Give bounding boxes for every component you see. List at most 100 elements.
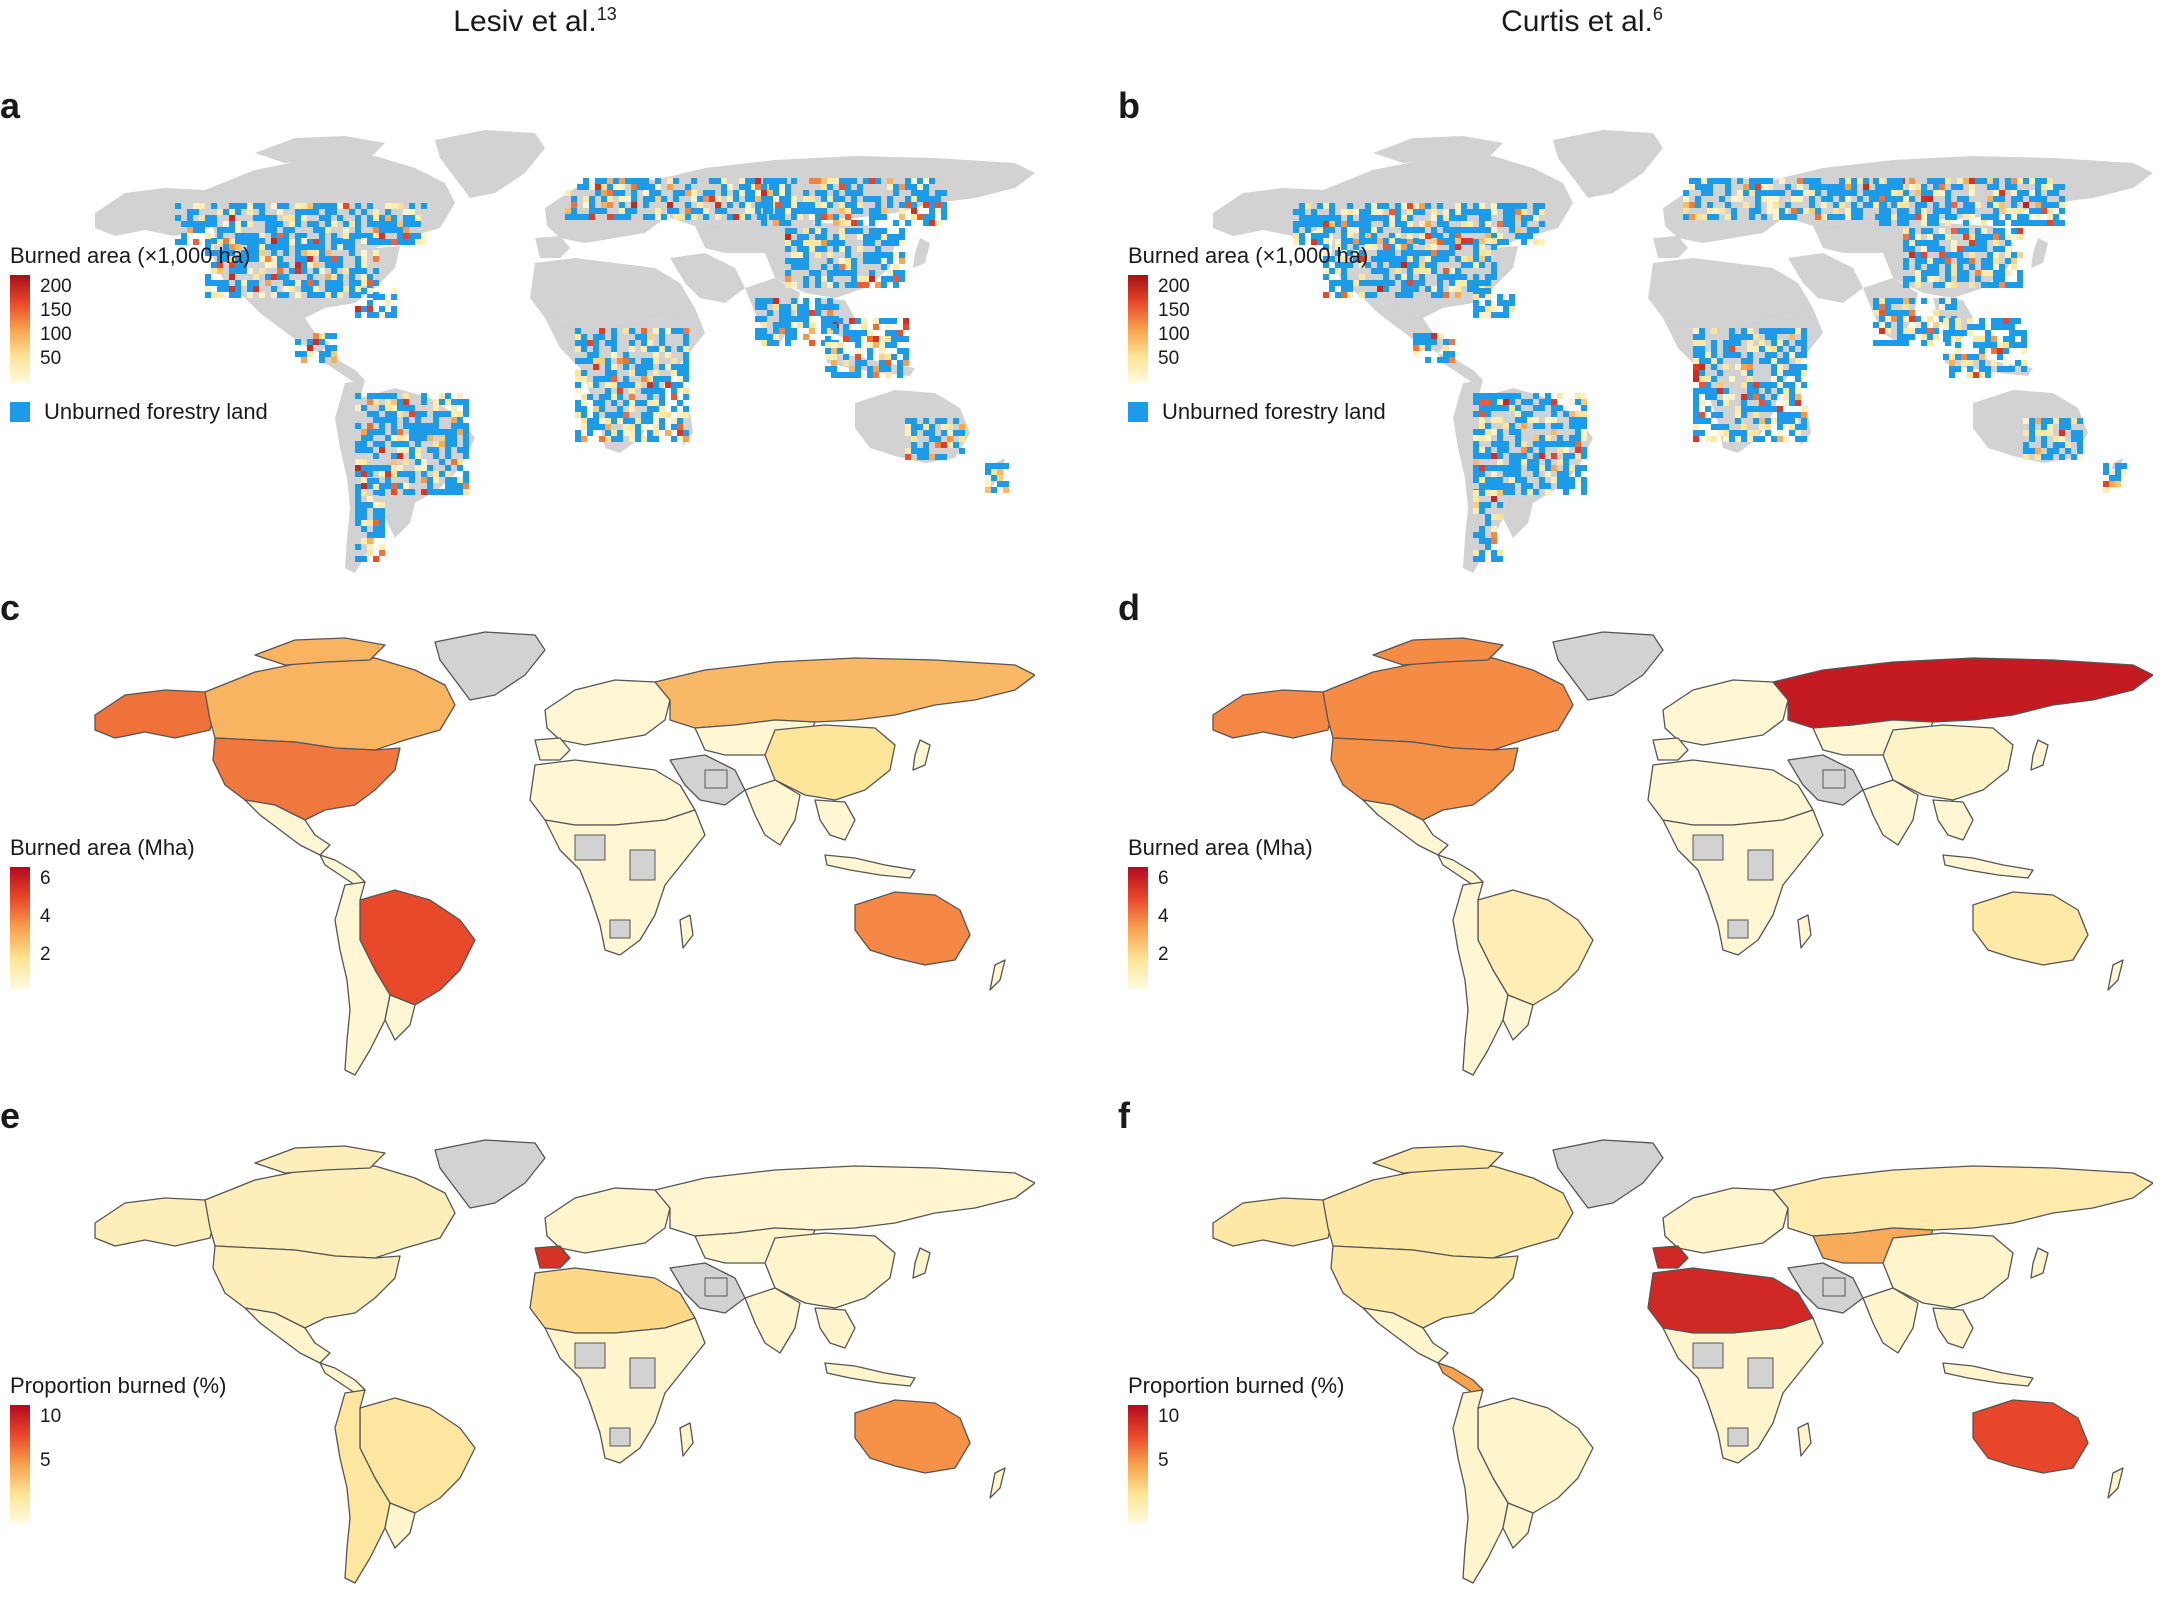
grid-cell: [307, 286, 313, 292]
legend-color-ramp: [10, 867, 30, 989]
grid-cell: [379, 532, 385, 538]
grid-cell: [1491, 312, 1497, 318]
grid-cell: [367, 292, 373, 298]
grid-cell: [1933, 240, 1939, 246]
grid-cell: [815, 276, 821, 282]
grid-cell: [683, 358, 689, 364]
panel-label: e: [0, 1095, 21, 1136]
grid-cell: [683, 334, 689, 340]
region-centralAm: [1437, 854, 1484, 886]
grid-cell: [313, 268, 319, 274]
grid-cell: [331, 292, 337, 298]
grid-cell: [1317, 233, 1323, 239]
grid-cell: [1869, 202, 1875, 208]
grid-cell: [839, 234, 845, 240]
grid-cell: [903, 324, 909, 330]
grid-cell: [2029, 190, 2035, 196]
grid-cell: [797, 202, 803, 208]
grid-cell: [571, 208, 577, 214]
grid-cell: [301, 256, 307, 262]
grid-cell: [1891, 340, 1897, 346]
grid-cell: [1479, 447, 1485, 453]
grid-cell: [767, 340, 773, 346]
grid-cell: [1581, 453, 1587, 459]
region-canadaArct: [1372, 637, 1504, 666]
panel-c: c Burned area (Mha) 6 4 2: [0, 590, 1082, 1088]
grid-cell: [2103, 463, 2109, 469]
grid-cell: [1575, 393, 1581, 399]
grid-cell: [683, 388, 689, 394]
grid-cell: [1545, 399, 1551, 405]
grid-cell: [2059, 184, 2065, 190]
grid-cell: [1341, 233, 1347, 239]
grid-cell: [1413, 203, 1419, 209]
grid-cell: [905, 178, 911, 184]
grid-cell: [1711, 352, 1717, 358]
grid-cell: [1749, 208, 1755, 214]
grid-cell: [391, 489, 397, 495]
grid-cell: [307, 292, 313, 298]
grid-cell: [355, 490, 361, 496]
grid-cell: [1897, 298, 1903, 304]
grid-cell: [1851, 214, 1857, 220]
grid-cell: [1927, 246, 1933, 252]
grid-cell: [1759, 328, 1765, 334]
grid-cell: [1455, 238, 1461, 244]
grid-cell: [1795, 436, 1801, 442]
grid-cell: [325, 286, 331, 292]
grid-cell: [665, 430, 671, 436]
grid-cell: [295, 339, 301, 345]
grid-cell: [1401, 286, 1407, 292]
grid-cell: [1801, 364, 1807, 370]
grid-cell: [595, 208, 601, 214]
grid-cell: [1401, 250, 1407, 256]
grid-cell: [1885, 220, 1891, 226]
grid-cell: [1801, 418, 1807, 424]
grid-cell: [1921, 196, 1927, 202]
grid-cell: [355, 203, 361, 209]
grid-cell: [757, 214, 763, 220]
grid-cell: [997, 475, 1003, 481]
grid-cell: [1771, 382, 1777, 388]
grid-cell: [289, 227, 295, 233]
region-us: [212, 1245, 401, 1329]
grid-cell: [1693, 424, 1699, 430]
grid-cell: [211, 203, 217, 209]
grid-cell: [1389, 280, 1395, 286]
grid-cell: [1969, 184, 1975, 190]
region-southAmE: [384, 994, 416, 1041]
grid-cell: [833, 214, 839, 220]
region-canada: [1322, 657, 1574, 751]
grid-cell: [343, 286, 349, 292]
grid-cell: [1443, 357, 1449, 363]
grid-cell: [1437, 280, 1443, 286]
grid-cell: [1997, 318, 2003, 324]
grid-cell: [845, 202, 851, 208]
grid-cell: [1377, 268, 1383, 274]
legend-tick-label: 5: [40, 1450, 51, 1471]
world-map: [1213, 130, 2153, 573]
grid-cell: [1857, 214, 1863, 220]
grid-cell: [785, 340, 791, 346]
grid-cell: [1329, 227, 1335, 233]
grid-cell: [1969, 246, 1975, 252]
grid-cell: [403, 423, 409, 429]
grid-cell: [599, 406, 605, 412]
grid-cell: [2053, 448, 2059, 454]
grid-cell: [797, 258, 803, 264]
grid-cell: [1789, 364, 1795, 370]
grid-cell: [403, 239, 409, 245]
grid-cell: [791, 214, 797, 220]
grid-cell: [253, 239, 259, 245]
grid-cell: [607, 190, 613, 196]
grid-cell: [391, 203, 397, 209]
grid-cell: [617, 430, 623, 436]
grid-cell: [1407, 209, 1413, 215]
grid-cell: [1693, 340, 1699, 346]
grid-cell: [1695, 214, 1701, 220]
grid-cell: [803, 196, 809, 202]
grid-cell: [745, 196, 751, 202]
grid-cell: [1449, 209, 1455, 215]
grid-cell: [1915, 322, 1921, 328]
grid-cell: [815, 252, 821, 258]
